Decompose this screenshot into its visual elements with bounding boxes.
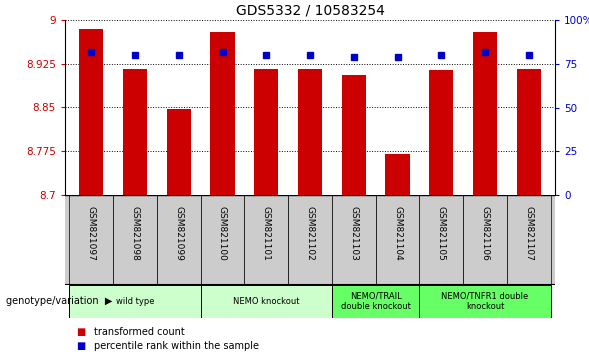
Bar bbox=[288, 195, 332, 285]
Text: GSM821102: GSM821102 bbox=[306, 206, 315, 261]
Bar bbox=[332, 195, 376, 285]
Bar bbox=[332, 285, 419, 318]
Bar bbox=[201, 195, 244, 285]
Text: NEMO/TNFR1 double
knockout: NEMO/TNFR1 double knockout bbox=[441, 292, 528, 311]
Title: GDS5332 / 10583254: GDS5332 / 10583254 bbox=[236, 4, 385, 17]
Bar bbox=[254, 69, 278, 195]
Bar bbox=[342, 75, 366, 195]
Text: genotype/variation  ▶: genotype/variation ▶ bbox=[6, 297, 112, 307]
Bar bbox=[298, 69, 322, 195]
Text: GSM821097: GSM821097 bbox=[87, 206, 96, 261]
Text: GSM821100: GSM821100 bbox=[218, 206, 227, 261]
Bar bbox=[244, 195, 288, 285]
Bar bbox=[463, 195, 507, 285]
Bar bbox=[157, 195, 201, 285]
Text: GSM821106: GSM821106 bbox=[481, 206, 489, 261]
Text: ■: ■ bbox=[77, 327, 86, 337]
Bar bbox=[419, 195, 463, 285]
Text: GSM821103: GSM821103 bbox=[349, 206, 358, 261]
Text: transformed count: transformed count bbox=[94, 327, 185, 337]
Bar bbox=[79, 29, 103, 195]
Bar bbox=[517, 69, 541, 195]
Bar bbox=[70, 285, 201, 318]
Bar bbox=[507, 195, 551, 285]
Bar bbox=[201, 285, 332, 318]
Text: NEMO knockout: NEMO knockout bbox=[233, 297, 299, 306]
Bar bbox=[123, 69, 147, 195]
Text: percentile rank within the sample: percentile rank within the sample bbox=[94, 341, 259, 351]
Text: GSM821101: GSM821101 bbox=[262, 206, 271, 261]
Bar bbox=[70, 195, 113, 285]
Bar bbox=[429, 70, 454, 195]
Bar bbox=[419, 285, 551, 318]
Text: GSM821104: GSM821104 bbox=[393, 206, 402, 261]
Text: GSM821098: GSM821098 bbox=[131, 206, 140, 261]
Text: GSM821099: GSM821099 bbox=[174, 206, 183, 261]
Bar bbox=[376, 195, 419, 285]
Bar bbox=[167, 109, 191, 195]
Text: wild type: wild type bbox=[116, 297, 154, 306]
Bar bbox=[210, 32, 234, 195]
Bar bbox=[473, 32, 497, 195]
Bar bbox=[113, 195, 157, 285]
Bar bbox=[385, 154, 409, 195]
Text: ■: ■ bbox=[77, 341, 86, 351]
Text: GSM821107: GSM821107 bbox=[524, 206, 533, 261]
Text: GSM821105: GSM821105 bbox=[437, 206, 446, 261]
Text: NEMO/TRAIL
double knockout: NEMO/TRAIL double knockout bbox=[340, 292, 411, 311]
